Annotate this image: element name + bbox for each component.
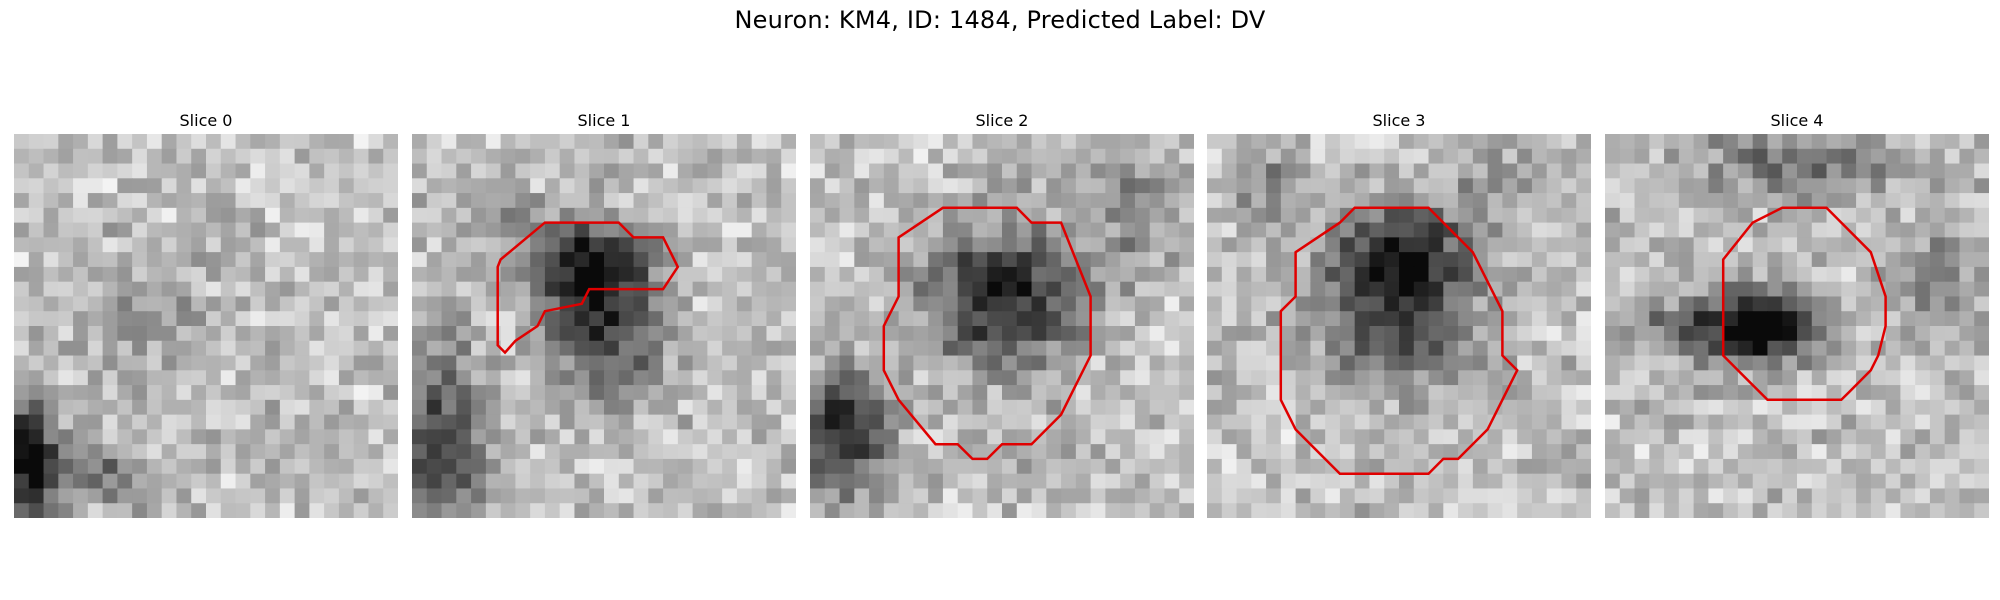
slice-image-2 — [810, 134, 1194, 518]
roi-contour — [1279, 206, 1519, 475]
roi-contour — [882, 206, 1092, 461]
slice-image-1 — [412, 134, 796, 518]
slice-title: Slice 2 — [975, 111, 1029, 130]
slice-image-4 — [1605, 134, 1989, 518]
slice-title: Slice 4 — [1770, 111, 1824, 130]
slice-panel-0: Slice 0 — [14, 108, 398, 518]
roi-contour — [496, 221, 680, 355]
slice-image-3 — [1207, 134, 1591, 518]
slice-image-0 — [14, 134, 398, 518]
slice-title: Slice 3 — [1372, 111, 1426, 130]
slice-title: Slice 1 — [577, 111, 631, 130]
figure-title: Neuron: KM4, ID: 1484, Predicted Label: … — [734, 6, 1266, 34]
slice-panel-1: Slice 1 — [412, 108, 796, 518]
slice-title: Slice 0 — [179, 111, 233, 130]
slice-panel-2: Slice 2 — [810, 108, 1194, 518]
roi-contour — [1721, 206, 1887, 402]
slice-panel-4: Slice 4 — [1605, 108, 1989, 518]
slice-panel-3: Slice 3 — [1207, 108, 1591, 518]
